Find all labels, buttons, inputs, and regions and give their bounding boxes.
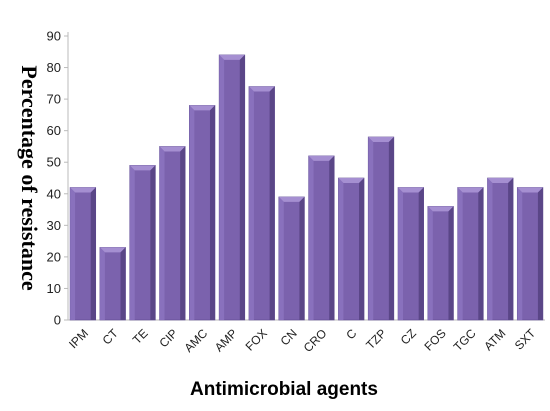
bar-left-edge [368,136,374,320]
bar-right-edge [120,247,126,320]
bar-fos [427,206,454,321]
x-tick-label: ATM [481,326,508,353]
x-axis-label: Antimicrobial agents [190,379,378,400]
bar-sxt [516,187,544,321]
bar-tgc [457,187,484,321]
y-tick-label: 50 [47,155,61,170]
bar-top [308,155,335,161]
bar-left-edge [338,178,344,320]
x-tick-label: CT [100,326,122,348]
bar-amc [189,105,216,321]
bar-right-edge [299,196,305,320]
bar-top [278,196,305,202]
x-tick-label: CIP [156,326,180,350]
bar-top [159,146,186,152]
bar-left-edge [129,165,135,320]
x-tick-label: IPM [66,326,91,351]
bar-left-edge [308,155,314,320]
bar-left-edge [278,196,284,320]
bar-right-edge [478,187,484,320]
bar-right-edge [418,187,424,320]
bar-right-edge [239,54,245,320]
y-ticks: 0 10 20 30 40 50 60 70 80 90 [47,29,68,328]
x-ticks: IPM CT TE CIP AMC AMP FOX CN CRO C TZP CZ FOS TGC ATM S… [66,326,539,355]
bar-left-edge [219,54,225,320]
x-tick-label: TZP [363,326,389,352]
bar-left-edge [398,187,404,320]
bars [69,54,544,321]
bar-cn [278,196,305,321]
bar-top [129,165,156,171]
bar-fox [248,86,275,321]
bar-amp [218,54,246,321]
y-tick-label: 20 [47,249,61,264]
bar-cro [308,155,335,321]
bar-right-edge [537,187,543,320]
bar-right-edge [508,178,514,320]
bar-right-edge [388,136,394,320]
bar-top [70,187,96,193]
bar-left-edge [189,105,195,320]
bar-right-edge [180,146,186,320]
bar-left-edge [427,206,433,320]
bar-top [99,247,126,253]
x-tick-label: FOS [421,326,448,353]
bar-right-edge [269,86,275,320]
bar-right-edge [209,105,215,320]
bar-top [398,187,424,193]
bar-right-edge [329,155,335,320]
bar-te [129,165,156,321]
x-tick-label: TE [130,326,151,347]
bar-ct [99,247,126,321]
x-tick-label: CN [278,326,300,348]
bar-top [248,86,275,92]
y-tick-label: 80 [47,60,61,75]
y-tick-label: 70 [47,92,61,107]
y-axis-label: Percentage of resistance [17,65,42,290]
bar-cz [397,187,424,321]
bar-left-edge [517,187,523,320]
y-tick-label: 30 [47,218,61,233]
bar-c [338,177,365,321]
bar-right-edge [359,178,365,320]
y-tick-label: 90 [47,29,61,44]
bar-right-edge [90,187,96,320]
bar-top [338,178,365,183]
bar-right-edge [150,165,156,320]
bar-top [427,206,454,212]
x-tick-label: TGC [451,326,479,354]
y-tick-label: 10 [47,281,61,296]
bar-left-edge [99,247,105,320]
y-tick-label: 60 [47,123,61,138]
bar-left-edge [70,187,76,320]
x-tick-label: AMC [182,326,211,355]
bar-left-edge [159,146,165,320]
bar-top [517,187,543,193]
bar-top [487,178,514,183]
x-tick-label: CRO [301,326,330,355]
bar-left-edge [457,187,463,320]
x-tick-label: AMP [212,326,240,354]
x-tick-label: CZ [398,326,419,347]
bar-top [368,136,394,142]
bar-top [219,54,245,60]
bar-top [189,105,215,111]
bar-ipm [69,187,97,321]
bar-tzp [367,136,395,321]
bar-left-edge [487,178,493,320]
bar-cip [159,146,186,321]
x-tick-label: FOX [243,326,270,353]
bar-right-edge [448,206,454,320]
bar-top [457,187,484,193]
x-tick-label: SXT [512,326,539,353]
y-tick-label: 40 [47,186,61,201]
bar-atm [487,177,514,321]
bar-left-edge [248,86,254,320]
y-tick-label: 0 [54,313,61,328]
x-tick-label: C [343,326,359,342]
